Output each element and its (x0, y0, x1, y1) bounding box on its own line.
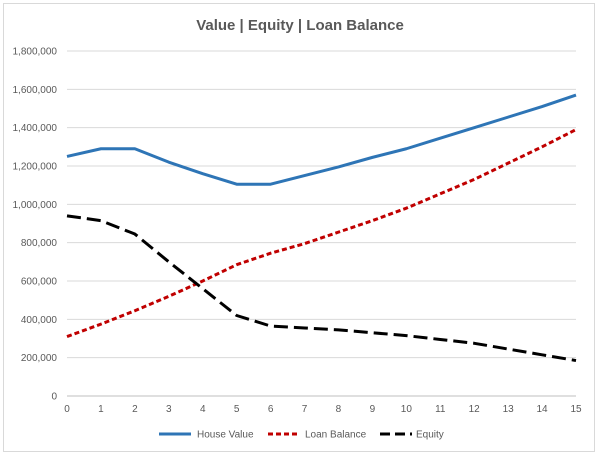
x-tick-label: 8 (336, 404, 342, 415)
y-tick-label: 1,800,000 (13, 47, 58, 58)
x-tick-label: 2 (132, 404, 138, 415)
series-lines (66, 93, 577, 363)
x-tick-label: 12 (469, 404, 481, 415)
x-tick-label: 14 (537, 404, 549, 415)
y-tick-label: 800,000 (21, 238, 58, 249)
gridlines (67, 50, 576, 359)
legend-label: House Value (197, 430, 254, 441)
x-tick-label: 3 (166, 404, 172, 415)
legend-label: Loan Balance (305, 430, 367, 441)
y-tick-labels: 0 200,000 400,000 600,000 800,000 1,000,000 1,… (13, 47, 58, 403)
y-tick-label: 600,000 (21, 277, 58, 288)
x-tick-label: 6 (268, 404, 274, 415)
y-tick-label: 1,600,000 (13, 85, 58, 96)
series-line-equity (66, 214, 577, 363)
x-tick-labels: 0 1 2 3 4 5 6 7 8 9 10 11 12 13 14 15 (64, 404, 582, 415)
chart-title: Value | Equity | Loan Balance (196, 17, 404, 34)
y-tick-label: 400,000 (21, 315, 58, 326)
x-tick-label: 15 (570, 404, 582, 415)
y-tick-label: 1,400,000 (13, 123, 58, 134)
y-tick-label: 200,000 (21, 353, 58, 364)
x-tick-label: 11 (435, 404, 446, 415)
y-tick-label: 1,000,000 (13, 200, 58, 211)
series-line-house-value (66, 93, 577, 186)
series-line-loan-balance (66, 128, 577, 338)
y-tick-label: 0 (51, 392, 57, 403)
x-tick-label: 4 (200, 404, 206, 415)
x-tick-label: 1 (98, 404, 104, 415)
legend-label: Equity (416, 430, 444, 441)
legend: House Value Loan Balance Equity (159, 430, 444, 441)
x-tick-label: 5 (234, 404, 240, 415)
x-tick-label: 7 (302, 404, 308, 415)
x-tick-label: 10 (401, 404, 413, 415)
x-tick-label: 13 (503, 404, 515, 415)
x-tick-label: 9 (370, 404, 376, 415)
x-tick-label: 0 (64, 404, 70, 415)
chart-frame (3, 3, 595, 452)
y-tick-label: 1,200,000 (13, 162, 58, 173)
